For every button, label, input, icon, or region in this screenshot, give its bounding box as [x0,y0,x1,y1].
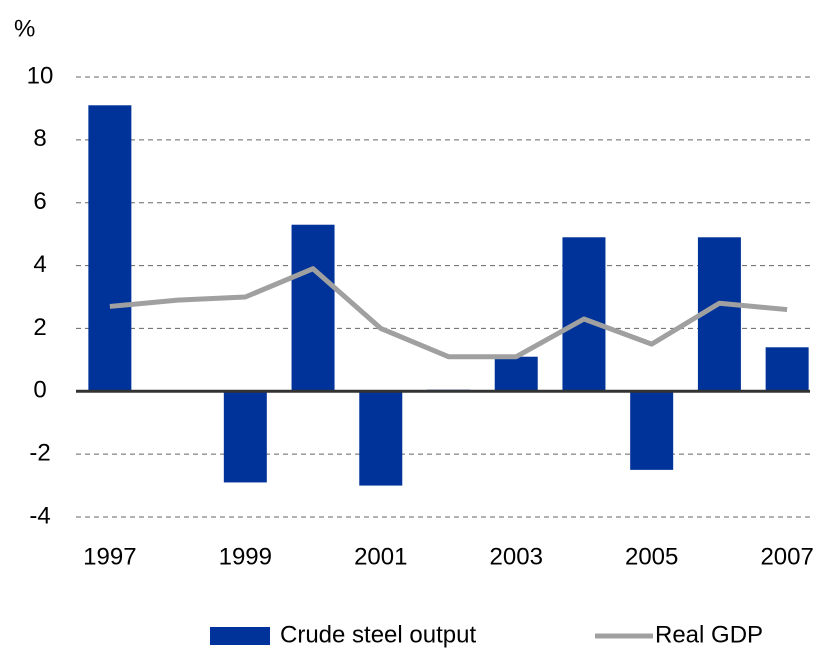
bar [291,224,335,392]
bar [630,391,674,470]
y-tick-label: 0 [33,377,46,404]
y-tick-label: 6 [33,188,46,215]
legend-label: Crude steel output [280,621,476,648]
legend-swatch [210,627,270,645]
y-tick-label: -2 [29,439,50,466]
y-tick-label: 10 [27,62,54,89]
bar [223,391,267,483]
y-unit: % [14,15,35,42]
x-tick-label: 2007 [760,543,813,570]
x-tick-label: 2003 [490,543,543,570]
y-tick-label: -4 [29,502,50,529]
x-tick-label: 1997 [83,543,136,570]
x-tick-label: 2001 [354,543,407,570]
line [109,266,788,360]
bar [88,105,132,392]
x-tick-label: 2005 [625,543,678,570]
x-tick-label: 1999 [219,543,272,570]
legend-label: Real GDP [655,621,763,648]
y-tick-label: 2 [33,314,46,341]
bar [562,237,606,392]
bar [494,356,538,392]
bar [765,347,809,392]
y-tick-label: 8 [33,125,46,152]
bar [359,391,403,486]
y-tick-label: 4 [33,251,46,278]
